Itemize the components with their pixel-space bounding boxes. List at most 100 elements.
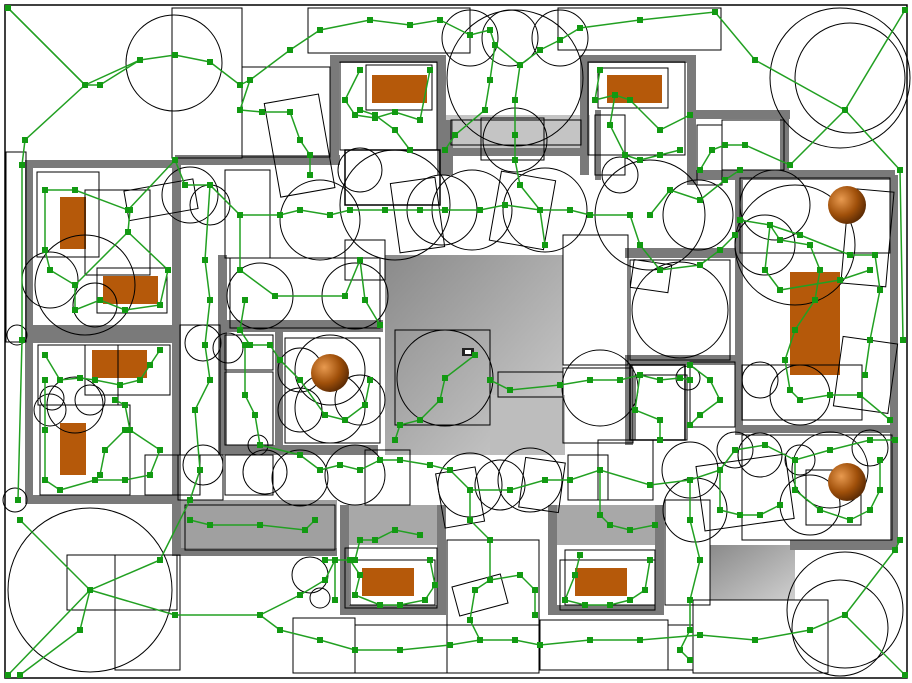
sphere-icon xyxy=(828,463,866,501)
roadmap-node xyxy=(467,487,473,493)
roadmap-node xyxy=(187,517,193,523)
robot-icon xyxy=(462,348,474,356)
roadmap-node xyxy=(357,67,363,73)
roadmap-node xyxy=(352,112,358,118)
roadmap-node xyxy=(42,427,48,433)
roadmap-node xyxy=(487,377,493,383)
roadmap-node xyxy=(137,57,143,63)
roadmap-node xyxy=(512,97,518,103)
roadmap-edge xyxy=(689,364,721,426)
roadmap-node xyxy=(847,252,853,258)
roadmap-node xyxy=(647,482,653,488)
roadmap-node xyxy=(757,512,763,518)
roadmap-node xyxy=(777,502,783,508)
roadmap-node xyxy=(297,377,303,383)
sphere-icon xyxy=(828,186,866,224)
roadmap-node xyxy=(237,212,243,218)
roadmap-node xyxy=(467,617,473,623)
roadmap-node xyxy=(627,527,633,533)
roadmap-node xyxy=(532,587,538,593)
roadmap-node xyxy=(125,229,131,235)
roadmap-node xyxy=(887,417,893,423)
roadmap-node xyxy=(597,67,603,73)
roadmap-node xyxy=(417,417,423,423)
roadmap-node xyxy=(892,437,898,443)
roadmap-node xyxy=(542,477,548,483)
roadmap-node xyxy=(507,387,513,393)
roadmap-node xyxy=(537,642,543,648)
roadmap-node xyxy=(397,602,403,608)
roadmap-node xyxy=(312,517,318,523)
roadmap-node xyxy=(517,572,523,578)
roadmap-node xyxy=(397,457,403,463)
roadmap-node xyxy=(302,527,308,533)
roadmap-node xyxy=(272,293,278,299)
roadmap-edge xyxy=(244,345,895,491)
bed-icon xyxy=(362,568,414,596)
roadmap-node xyxy=(892,547,898,553)
roadmap-node xyxy=(697,632,703,638)
roadmap-node xyxy=(482,107,488,113)
bed-icon xyxy=(92,350,147,378)
roadmap-node xyxy=(19,337,25,343)
roadmap-node xyxy=(707,377,713,383)
roadmap-node xyxy=(797,232,803,238)
roadmap-edge xyxy=(7,589,91,676)
roadmap-node xyxy=(532,612,538,618)
roadmap-node xyxy=(342,417,348,423)
roadmap-node xyxy=(242,297,248,303)
roadmap-node xyxy=(447,467,453,473)
roadmap-node xyxy=(452,132,458,138)
roadmap-edge xyxy=(44,159,176,312)
roadmap-node xyxy=(657,127,663,133)
roadmap-node xyxy=(737,167,743,173)
roadmap-node xyxy=(92,377,98,383)
roadmap-node xyxy=(557,37,563,43)
roadmap-node xyxy=(77,375,83,381)
roadmap-node xyxy=(417,117,423,123)
roadmap-node xyxy=(357,467,363,473)
roadmap-node xyxy=(722,142,728,148)
roadmap-node xyxy=(157,557,163,563)
roadmap-node xyxy=(202,342,208,348)
roadmap-node xyxy=(122,402,128,408)
bed-icon xyxy=(607,75,662,103)
roadmap-node xyxy=(372,537,378,543)
roadmap-edge xyxy=(19,499,191,676)
roadmap-node xyxy=(357,572,363,578)
roadmap-node xyxy=(712,9,718,15)
roadmap-node xyxy=(537,207,543,213)
roadmap-node xyxy=(637,242,643,248)
roadmap-node xyxy=(512,132,518,138)
roadmap-node xyxy=(172,52,178,58)
roadmap-node xyxy=(42,477,48,483)
roadmap-node xyxy=(817,267,823,273)
roadmap-node xyxy=(307,152,313,158)
roadmap-node xyxy=(872,252,878,258)
roadmap-node xyxy=(657,377,663,383)
roadmap-node xyxy=(587,212,593,218)
roadmap-edge xyxy=(7,7,87,501)
roadmap-edge xyxy=(89,559,336,616)
roadmap-node xyxy=(567,477,573,483)
roadmap-node xyxy=(147,362,153,368)
roadmap-node xyxy=(709,147,715,153)
roadmap-node xyxy=(392,527,398,533)
roadmap-node xyxy=(17,672,23,678)
roadmap-node xyxy=(277,357,283,363)
roadmap-node xyxy=(507,487,513,493)
roadmap-node xyxy=(357,107,363,113)
roadmap-node xyxy=(207,59,213,65)
roadmap-node xyxy=(77,627,83,633)
roadmap-node xyxy=(72,307,78,313)
bed-icon xyxy=(575,568,627,596)
roadmap-node xyxy=(352,647,358,653)
roadmap-node xyxy=(347,207,353,213)
roadmap-node xyxy=(632,407,638,413)
bed-icon xyxy=(372,75,427,103)
roadmap-node xyxy=(472,587,478,593)
roadmap-edge xyxy=(609,94,681,161)
roadmap-node xyxy=(857,392,863,398)
roadmap-node xyxy=(127,427,133,433)
